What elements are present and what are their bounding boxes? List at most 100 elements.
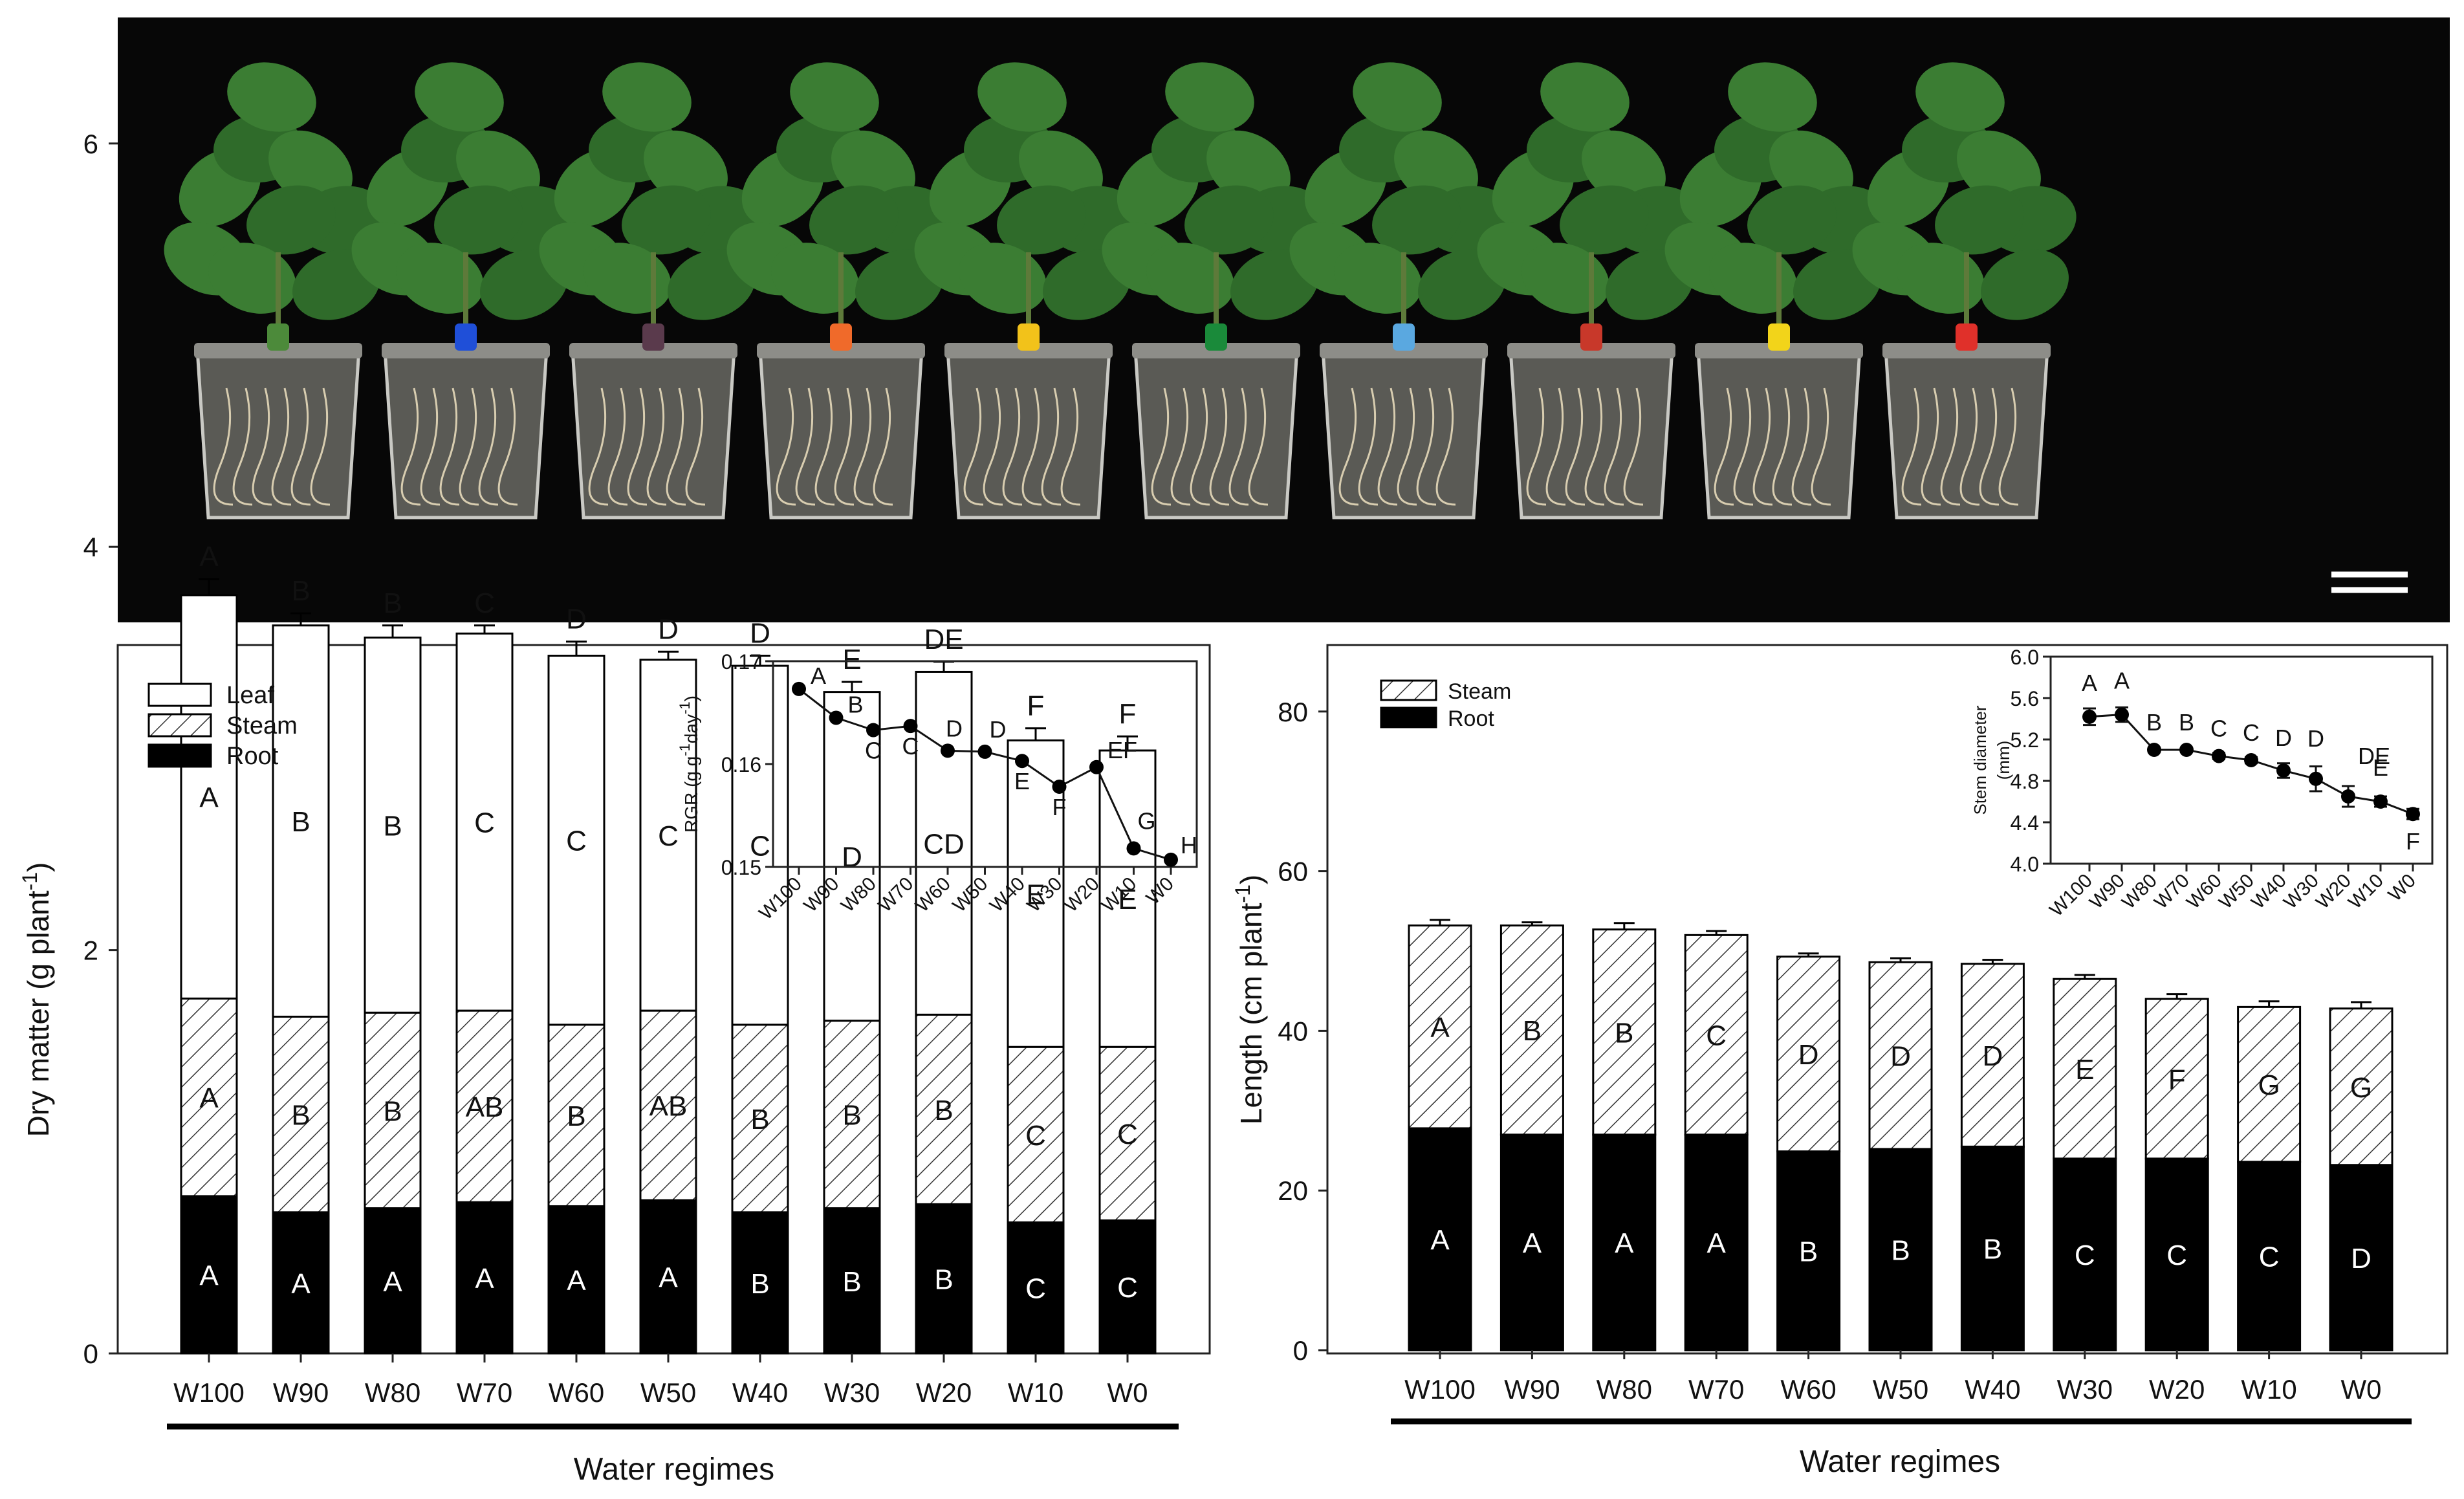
- legend-swatch: [1380, 706, 1437, 728]
- x-tick-label: W60: [549, 1377, 604, 1408]
- root-strand: [873, 388, 893, 506]
- root-strand: [478, 388, 499, 506]
- inset-point: [2276, 763, 2291, 778]
- bar-steam: [639, 1009, 697, 1201]
- root-strand: [1584, 388, 1605, 506]
- bar-letter: B: [842, 1100, 861, 1132]
- total-letter: E: [842, 644, 861, 675]
- bar-root: [2053, 1157, 2117, 1351]
- root-strand: [1791, 388, 1812, 506]
- bar-steam: [1408, 925, 1472, 1130]
- x-tick-label: W10: [2241, 1374, 2296, 1405]
- inset-x-label: W70: [874, 873, 917, 917]
- root-strand: [1714, 388, 1734, 506]
- x-tick-label: W40: [732, 1377, 788, 1408]
- bar-leaf: [180, 594, 238, 1000]
- pot: [1321, 347, 1487, 520]
- pot: [1696, 347, 1862, 520]
- root-strand: [1901, 388, 1922, 506]
- color-tag: [267, 323, 289, 351]
- y-tick-label: 2: [83, 936, 98, 966]
- inset-x-label: W10: [2344, 870, 2388, 914]
- x-tick-label: W20: [2149, 1374, 2205, 1405]
- root-strand: [1416, 388, 1437, 506]
- leaf: [583, 243, 671, 314]
- x-tick-label: W0: [1107, 1377, 1148, 1408]
- root-strand: [1979, 388, 2000, 506]
- y-tick-label: 20: [1278, 1176, 1308, 1206]
- bar-steam: [731, 1023, 789, 1214]
- bar-letter: A: [475, 1263, 494, 1295]
- root-strand: [271, 388, 292, 506]
- root-strand: [439, 388, 460, 506]
- bar-letter: A: [1707, 1227, 1727, 1259]
- bar-letter: A: [1615, 1227, 1634, 1259]
- inset-point: [2373, 794, 2388, 809]
- inset-letter: A: [811, 662, 826, 689]
- inset-point: [866, 723, 880, 738]
- root-strand: [1733, 388, 1754, 506]
- x-tick-label: W90: [273, 1377, 329, 1408]
- root-strand: [1002, 388, 1023, 506]
- leaf: [415, 62, 504, 132]
- bar-steam: [2053, 978, 2117, 1160]
- pot: [1133, 347, 1299, 520]
- inset-y-label: 5.6: [2011, 687, 2039, 710]
- total-letter: F: [1119, 698, 1137, 730]
- leaf: [246, 185, 336, 255]
- pot: [758, 347, 924, 520]
- y-tick-label: 0: [83, 1339, 98, 1369]
- inset-letter: E: [2373, 754, 2388, 781]
- pot: [571, 347, 736, 520]
- bar-root: [823, 1207, 881, 1355]
- root-strand: [1940, 388, 1961, 506]
- bar-steam: [2237, 1005, 2302, 1163]
- y-tick-label: 40: [1278, 1016, 1308, 1046]
- root-strand: [666, 388, 686, 506]
- leaf: [771, 243, 859, 314]
- inset-point: [2244, 753, 2258, 767]
- length-y-label: Length (cm plant-1): [1231, 875, 1268, 1124]
- root-strand: [814, 388, 835, 506]
- inset-letter: F: [2406, 828, 2420, 855]
- root-strand: [685, 388, 706, 506]
- root-strand: [232, 388, 253, 506]
- bar-letter: B: [383, 1095, 402, 1127]
- total-letter: F: [1027, 690, 1045, 722]
- bar-letter: F: [2168, 1064, 2186, 1095]
- color-tag: [642, 323, 664, 351]
- inset-point: [2115, 707, 2129, 722]
- root-strand: [963, 388, 984, 506]
- total-letter: B: [291, 575, 310, 607]
- bar-steam: [455, 1009, 514, 1203]
- dry-matter-x-label: Water regimes: [574, 1452, 774, 1487]
- bar-root: [1592, 1133, 1657, 1351]
- bar-letter: C: [1706, 1020, 1727, 1052]
- pot-plant: [1102, 62, 1326, 520]
- inset-letter: DE: [2358, 743, 2390, 769]
- bar-steam: [1684, 934, 1749, 1136]
- dry-matter-y-label: Dry matter (g plant-1): [18, 862, 55, 1137]
- root-strand: [1811, 388, 1831, 506]
- bar-letter: CD: [923, 828, 965, 860]
- root-strand: [795, 388, 816, 506]
- bar-letter: A: [659, 1262, 678, 1294]
- root-strand: [1921, 388, 1941, 506]
- inset-x-label: W0: [2384, 870, 2420, 906]
- root-strand: [1959, 388, 1980, 506]
- root-strand: [1435, 388, 1456, 506]
- root-strand: [1397, 388, 1417, 506]
- bar-letter: A: [199, 1260, 219, 1291]
- legend-label: Root: [1448, 706, 1494, 731]
- inset-point: [903, 719, 918, 734]
- bar-letter: A: [383, 1266, 402, 1298]
- bar-letter: A: [1430, 1224, 1450, 1256]
- bar-root: [639, 1199, 697, 1355]
- legend-swatch: [147, 683, 212, 707]
- leaf: [1521, 243, 1609, 314]
- photo-layer: [164, 62, 2408, 593]
- x-tick-label: W80: [1597, 1374, 1652, 1405]
- bar-letter: D: [1890, 1041, 1911, 1073]
- inset-x-label: W60: [2183, 870, 2226, 914]
